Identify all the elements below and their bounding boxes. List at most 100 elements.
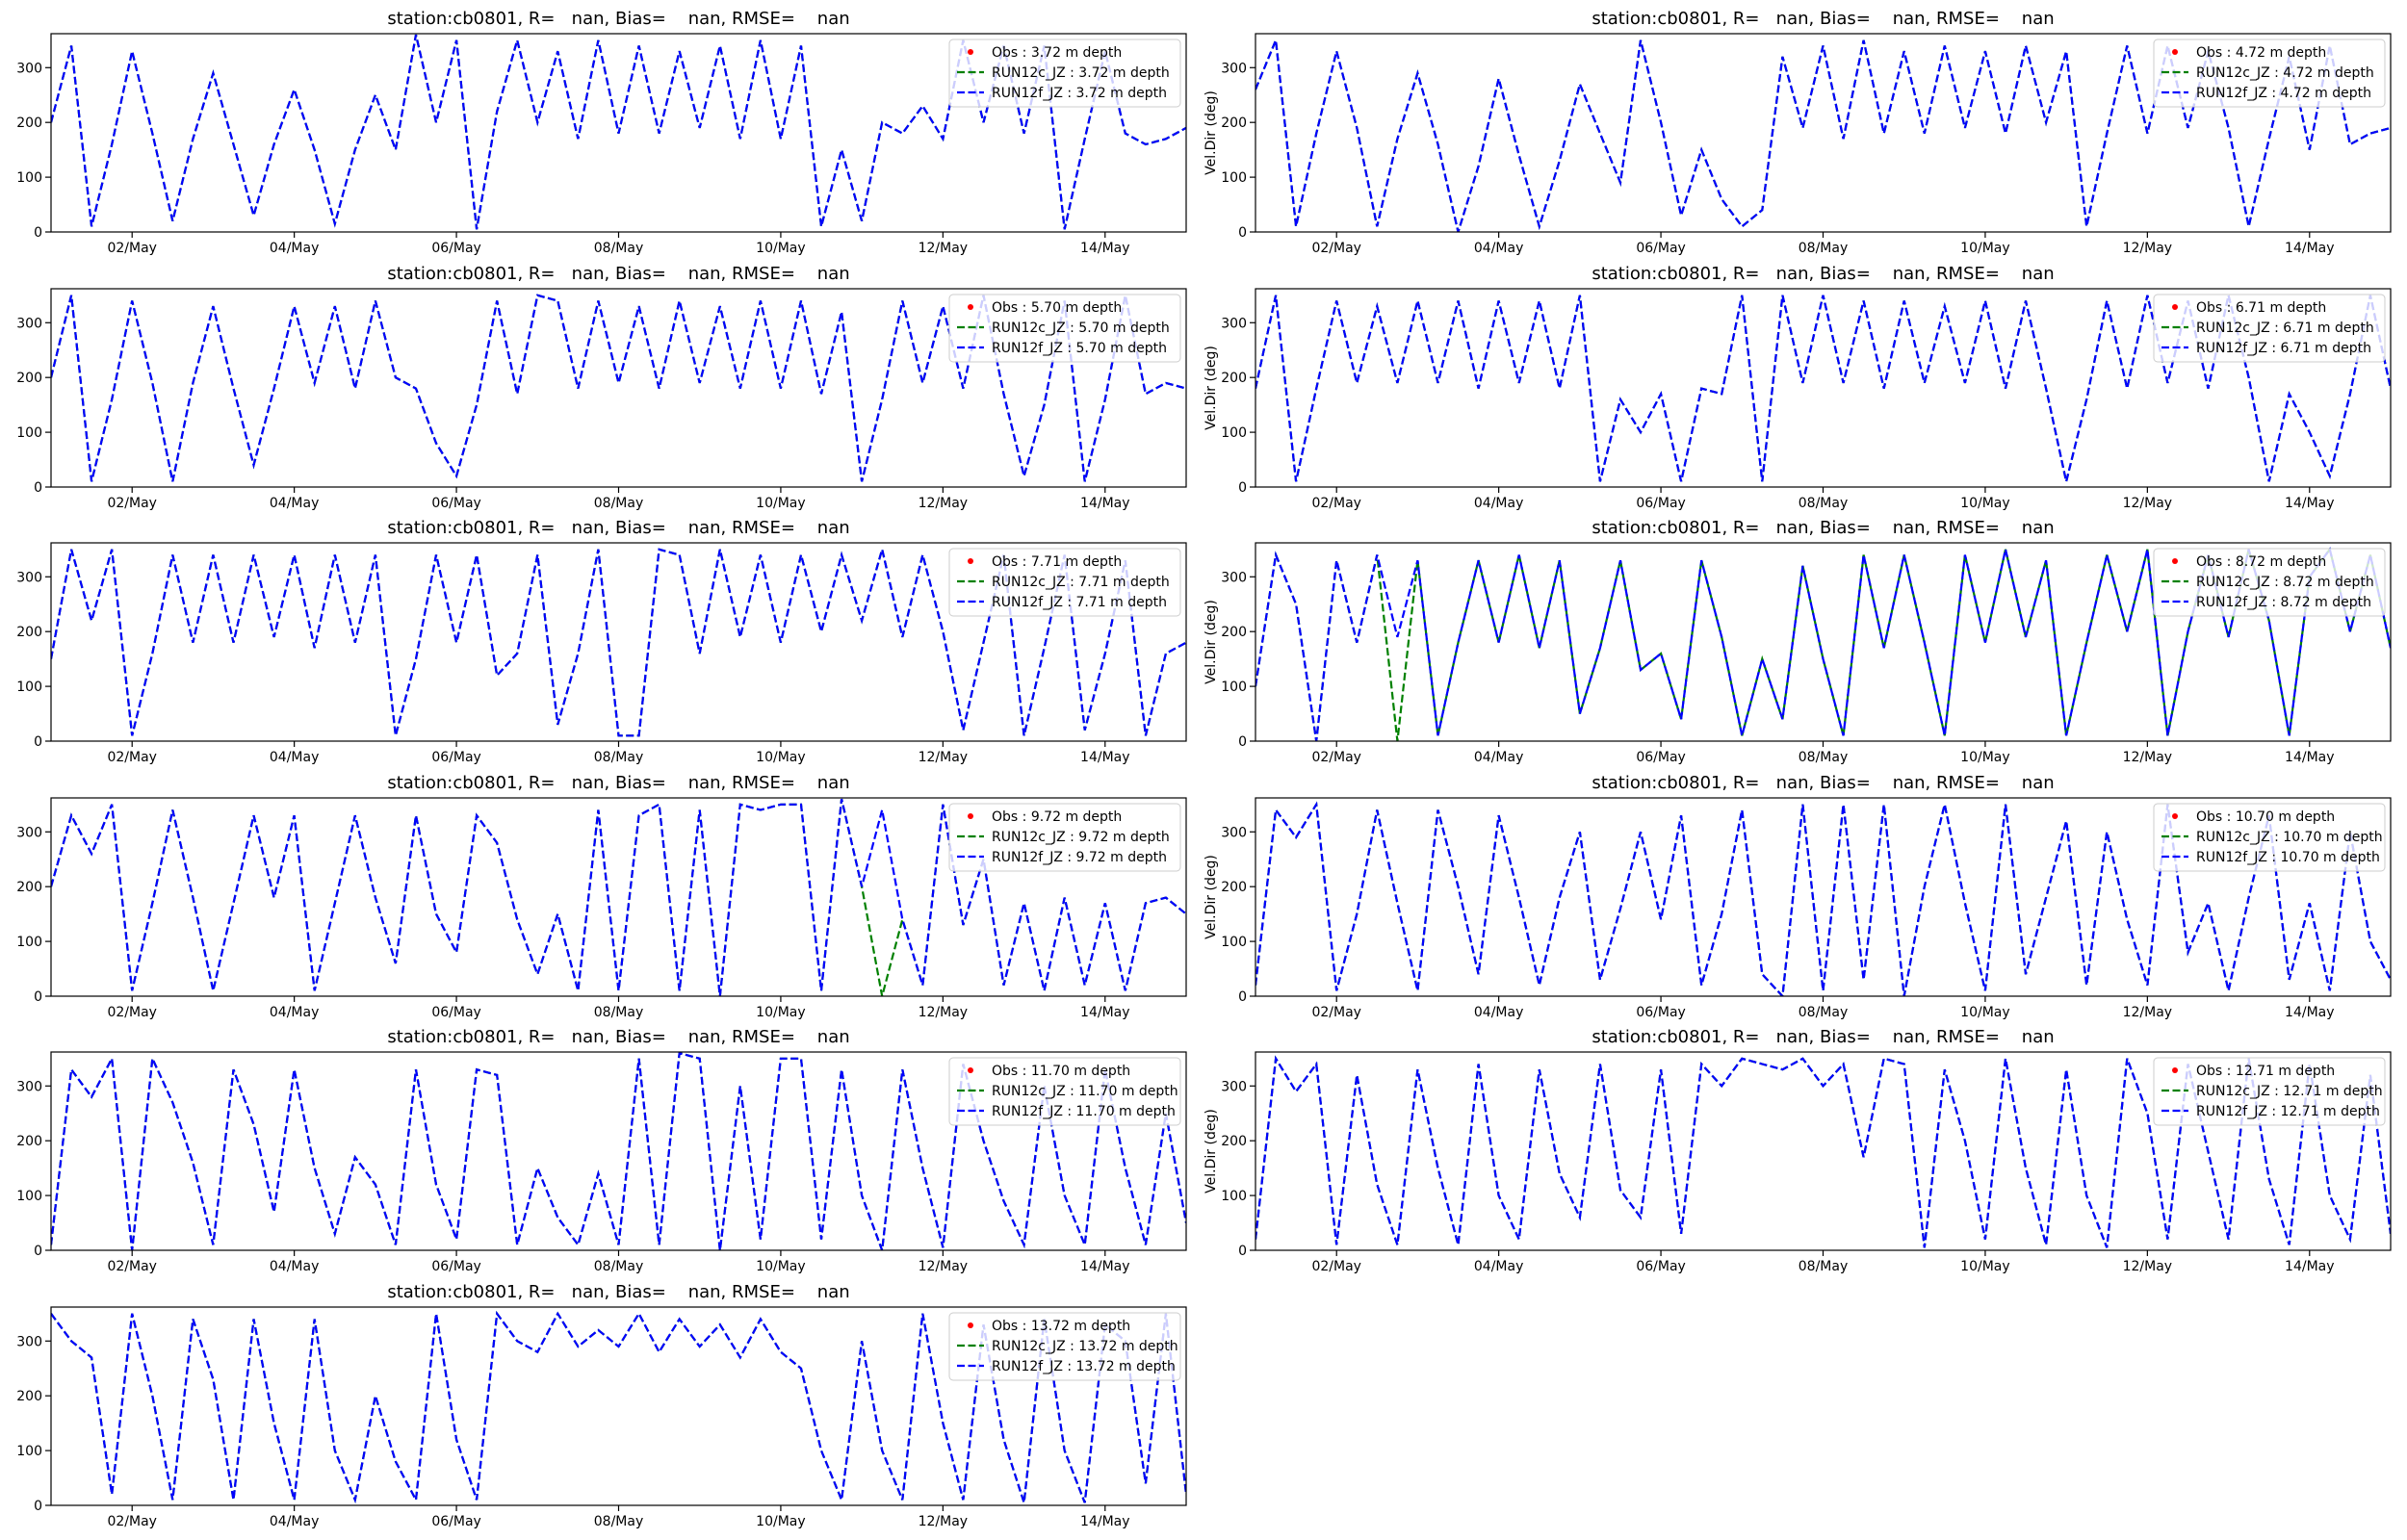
y-tick-label: 200 [16,625,42,640]
legend-label: Obs : 12.71 m depth [2196,1064,2335,1079]
axes-frame [1255,542,2392,742]
subplot: station:cb0801, R= nan, Bias= nan, RMSE=… [16,9,1187,256]
x-tick-label: 06/May [1636,1259,1685,1274]
legend-box [2153,548,2386,617]
legend-label: RUN12f_JZ : 8.72 m depth [2196,595,2371,610]
x-tick-label: 02/May [1311,1259,1360,1274]
legend-label: RUN12c_JZ : 9.72 m depth [992,830,1170,845]
x-tick-label: 14/May [2285,1259,2334,1274]
x-tick-label: 06/May [431,241,480,256]
legend-box [948,1312,1181,1381]
x-tick-label: 12/May [2123,1259,2172,1274]
x-tick-label: 14/May [1080,1514,1129,1529]
axes-frame [50,288,1187,488]
x-tick-label: 14/May [2285,496,2334,511]
subplot-title: station:cb0801, R= nan, Bias= nan, RMSE=… [1592,264,2054,284]
x-tick-label: 08/May [594,241,643,256]
x-tick-label: 02/May [107,241,156,256]
y-tick-label: 0 [1238,1244,1247,1259]
legend-box [948,294,1181,363]
axes-frame [1255,1051,2392,1251]
legend: Obs : 7.71 m depth RUN12c_JZ : 7.71 m dep… [948,548,1181,617]
x-tick-label: 08/May [1799,241,1848,256]
x-tick-label: 12/May [919,496,968,511]
legend-box [948,1057,1181,1126]
legend-marker [968,49,973,55]
x-tick-label: 14/May [1080,496,1129,511]
subplot-title: station:cb0801, R= nan, Bias= nan, RMSE=… [1592,9,2054,29]
subplot-title: station:cb0801, R= nan, Bias= nan, RMSE=… [387,9,849,29]
legend-box [2153,294,2386,363]
y-tick-label: 100 [1221,680,1247,695]
series-line [51,34,1186,230]
legend-label: RUN12f_JZ : 5.70 m depth [992,341,1167,356]
legend-label: RUN12c_JZ : 7.71 m depth [992,575,1170,590]
x-tick-label: 02/May [107,1514,156,1529]
x-tick-label: 14/May [2285,750,2334,765]
y-tick-label: 200 [16,1134,42,1149]
subplot-title: station:cb0801, R= nan, Bias= nan, RMSE=… [387,1282,849,1302]
legend-box [948,803,1181,872]
x-tick-label: 12/May [2123,496,2172,511]
x-tick-label: 10/May [1960,241,2009,256]
x-tick-label: 04/May [1474,750,1523,765]
y-tick-label: 0 [34,225,42,241]
plot-area [51,1052,1186,1250]
legend-marker [968,813,973,819]
x-tick-label: 02/May [1311,496,1360,511]
y-tick-label: 300 [16,825,42,840]
legend-marker [2172,49,2178,55]
y-tick-label: 300 [1221,570,1247,585]
y-tick-label: 300 [16,61,42,76]
axes-frame [50,542,1187,742]
x-tick-label: 10/May [756,496,805,511]
legend-label: Obs : 13.72 m depth [992,1319,1130,1334]
x-tick-label: 02/May [107,496,156,511]
legend-label: RUN12f_JZ : 3.72 m depth [992,86,1167,101]
y-tick-label: 300 [1221,1079,1247,1094]
x-tick-label: 08/May [1799,1005,1848,1020]
y-tick-label: 0 [1238,225,1247,241]
legend: Obs : 3.72 m depth RUN12c_JZ : 3.72 m dep… [948,38,1181,108]
axes-frame [50,797,1187,997]
legend: Obs : 10.70 m depth RUN12c_JZ : 10.70 m d… [2153,803,2386,872]
x-tick-label: 06/May [1636,241,1685,256]
x-tick-label: 14/May [1080,1259,1129,1274]
y-tick-label: 200 [16,880,42,895]
legend-label: RUN12c_JZ : 4.72 m depth [2196,65,2374,81]
y-tick-label: 300 [16,1079,42,1094]
y-tick-label: 200 [16,116,42,131]
y-axis-label: Vel.Dir (deg) [1204,346,1219,430]
x-tick-label: 04/May [1474,496,1523,511]
x-tick-label: 10/May [1960,1005,2009,1020]
x-tick-label: 12/May [919,750,968,765]
legend-label: RUN12c_JZ : 8.72 m depth [2196,575,2374,590]
legend-label: RUN12f_JZ : 9.72 m depth [992,850,1167,865]
legend-marker [2172,1067,2178,1073]
legend-label: RUN12f_JZ : 10.70 m depth [2196,850,2380,865]
x-tick-label: 06/May [431,1005,480,1020]
x-tick-label: 02/May [107,750,156,765]
y-tick-label: 200 [16,1389,42,1404]
plot-area [1255,1055,2391,1248]
subplot-title: station:cb0801, R= nan, Bias= nan, RMSE=… [387,518,849,538]
legend: Obs : 13.72 m depth RUN12c_JZ : 13.72 m d… [948,1312,1181,1381]
x-tick-label: 12/May [919,1259,968,1274]
legend-label: Obs : 10.70 m depth [2196,809,2335,825]
y-tick-label: 300 [16,316,42,331]
plot-area [51,798,1186,996]
x-tick-label: 04/May [270,750,319,765]
y-tick-label: 100 [16,680,42,695]
subplot: station:cb0801, R= nan, Bias= nan, RMSE=… [1204,518,2392,765]
subplot-title: station:cb0801, R= nan, Bias= nan, RMSE=… [1592,518,2054,538]
legend-marker [968,558,973,564]
y-tick-label: 300 [16,1334,42,1349]
legend: Obs : 4.72 m depth RUN12c_JZ : 4.72 m dep… [2153,38,2386,108]
legend-label: Obs : 5.70 m depth [992,300,1122,316]
subplot: station:cb0801, R= nan, Bias= nan, RMSE=… [1204,1027,2392,1274]
x-tick-label: 06/May [1636,1005,1685,1020]
axes-frame [1255,797,2392,997]
x-tick-label: 04/May [270,496,319,511]
y-tick-label: 200 [16,371,42,386]
x-tick-label: 12/May [919,1005,968,1020]
